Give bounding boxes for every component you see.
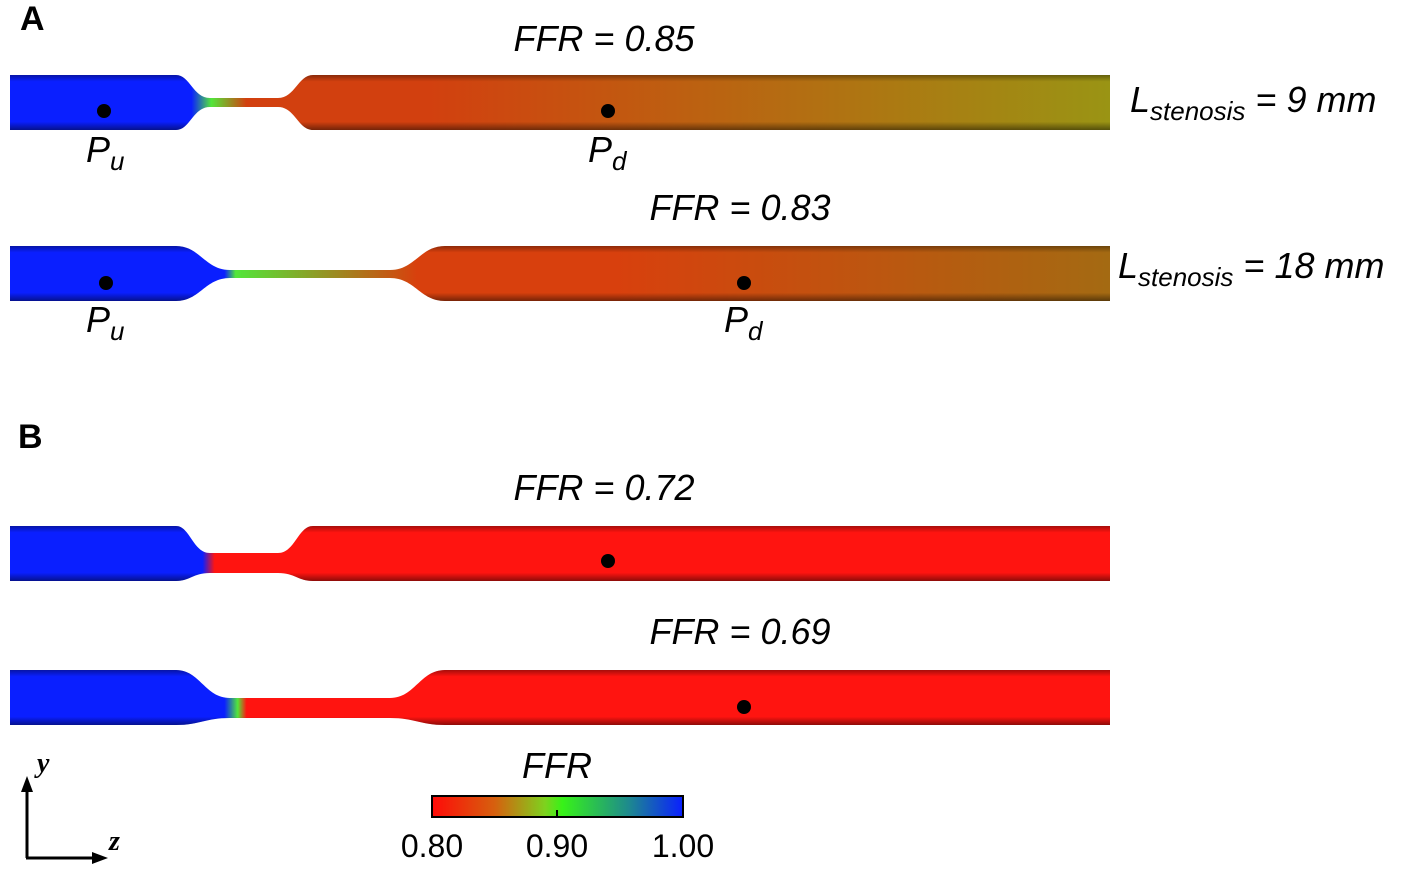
z-axis-letter: z bbox=[108, 826, 120, 857]
downstream-probe-point bbox=[601, 554, 615, 568]
label-value: = 9 mm bbox=[1245, 79, 1376, 120]
downstream-pressure-label: Pd bbox=[588, 129, 628, 176]
vessel-b1 bbox=[10, 526, 1110, 581]
downstream-pressure-label: Pd bbox=[724, 299, 764, 346]
label-main: P bbox=[724, 299, 748, 340]
colorbar-tick-label: 0.90 bbox=[526, 828, 588, 864]
label-main: P bbox=[588, 129, 612, 170]
vessel-shading bbox=[10, 526, 1110, 581]
panel-label-b: B bbox=[18, 418, 43, 456]
upstream-pressure-label: Pu bbox=[86, 129, 124, 176]
upstream-probe-point bbox=[99, 276, 113, 290]
y-axis-letter: y bbox=[34, 748, 50, 779]
vessel-shading bbox=[10, 670, 1110, 725]
upstream-probe-point bbox=[97, 104, 111, 118]
stenosis-length-label: Lstenosis = 18 mm bbox=[1118, 245, 1384, 292]
label-main: L bbox=[1130, 79, 1150, 120]
ffr-value-label: FFR = 0.85 bbox=[513, 18, 695, 59]
ffr-value-label: FFR = 0.83 bbox=[649, 187, 830, 228]
z-arrowhead bbox=[92, 852, 108, 864]
stenosis-length-label: Lstenosis = 9 mm bbox=[1130, 79, 1376, 126]
vessel-shading bbox=[10, 246, 1110, 301]
colorbar-title: FFR bbox=[522, 745, 592, 786]
axes-indicator: y z bbox=[21, 748, 120, 864]
ffr-colorbar: FFR 0.80 0.90 1.00 bbox=[401, 745, 714, 864]
label-main: P bbox=[86, 299, 110, 340]
upstream-pressure-label: Pu bbox=[86, 299, 124, 346]
label-subscript: stenosis bbox=[1138, 262, 1233, 292]
downstream-probe-point bbox=[737, 700, 751, 714]
label-value: = 18 mm bbox=[1233, 245, 1384, 286]
colorbar-tick-label: 1.00 bbox=[652, 828, 714, 864]
ffr-value-label: FFR = 0.72 bbox=[513, 467, 694, 508]
label-main: P bbox=[86, 129, 110, 170]
label-subscript: stenosis bbox=[1150, 96, 1245, 126]
vessel-a2 bbox=[10, 246, 1110, 301]
downstream-probe-point bbox=[601, 104, 615, 118]
colorbar-tick-label: 0.80 bbox=[401, 828, 463, 864]
vessel-shading bbox=[10, 75, 1110, 130]
vessel-a1 bbox=[10, 75, 1110, 130]
label-main: L bbox=[1118, 245, 1138, 286]
label-subscript: d bbox=[748, 316, 764, 346]
label-subscript: d bbox=[612, 146, 628, 176]
vessel-b2 bbox=[10, 670, 1110, 725]
downstream-probe-point bbox=[737, 276, 751, 290]
label-subscript: u bbox=[110, 146, 124, 176]
y-arrowhead bbox=[21, 776, 33, 792]
panel-label-a: A bbox=[20, 0, 45, 38]
ffr-value-label: FFR = 0.69 bbox=[649, 611, 830, 652]
label-subscript: u bbox=[110, 316, 124, 346]
